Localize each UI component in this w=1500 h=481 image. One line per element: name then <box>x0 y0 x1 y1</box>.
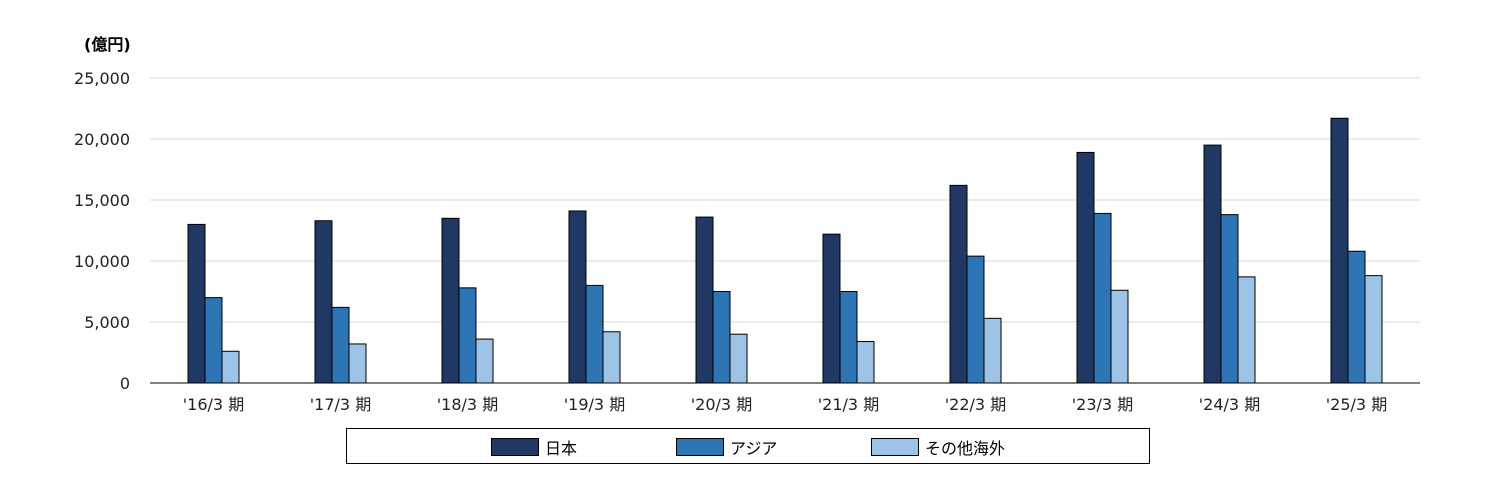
bar-other-overseas <box>1110 289 1129 384</box>
x-tick-label: '20/3 期 <box>691 395 752 414</box>
bar-japan <box>441 217 460 384</box>
y-tick-label: 20,000 <box>74 130 130 149</box>
bar-asia <box>966 255 985 384</box>
x-tick-label: '23/3 期 <box>1072 395 1133 414</box>
bar-other-overseas <box>1364 275 1383 384</box>
bar-other-overseas <box>1237 276 1256 384</box>
y-tick-label: 10,000 <box>74 252 130 271</box>
bars <box>187 117 1383 384</box>
bar-asia <box>839 291 858 384</box>
y-axis-ticks: 0 5,000 10,000 15,000 20,000 25,000 <box>74 69 130 393</box>
bar-asia <box>585 284 604 384</box>
bar-other-overseas <box>475 338 494 384</box>
x-tick-label: '21/3 期 <box>818 395 879 414</box>
bar-asia <box>1347 250 1366 384</box>
bar-other-overseas <box>856 341 875 384</box>
bar-other-overseas <box>729 333 748 384</box>
legend-item-asia: アジア <box>676 438 778 458</box>
y-tick-label: 5,000 <box>84 313 130 332</box>
bar-asia <box>458 287 477 384</box>
bar-japan <box>187 223 206 384</box>
legend-swatch-japan <box>491 438 539 456</box>
x-tick-label: '25/3 期 <box>1326 395 1387 414</box>
x-tick-label: '19/3 期 <box>564 395 625 414</box>
bar-asia <box>204 297 223 384</box>
legend-swatch-asia <box>676 438 724 456</box>
bar-japan <box>949 184 968 384</box>
bar-asia <box>331 306 350 384</box>
legend-item-japan: 日本 <box>491 438 578 458</box>
bar-japan <box>1203 144 1222 384</box>
legend-label-japan: 日本 <box>545 439 578 458</box>
bar-japan <box>822 233 841 384</box>
bar-asia <box>1093 212 1112 384</box>
x-tick-label: '22/3 期 <box>945 395 1006 414</box>
bar-other-overseas <box>983 317 1002 384</box>
x-tick-label: '17/3 期 <box>310 395 371 414</box>
bar-japan <box>695 216 714 384</box>
y-tick-label: 15,000 <box>74 191 130 210</box>
legend: 日本 アジア その他海外 <box>346 428 1150 464</box>
bar-asia <box>1220 214 1239 384</box>
legend-item-other-overseas: その他海外 <box>871 438 1006 458</box>
bar-japan <box>1330 117 1349 384</box>
bar-japan <box>568 210 587 384</box>
bar-other-overseas <box>221 350 240 384</box>
bar-asia <box>712 291 731 384</box>
x-tick-label: '16/3 期 <box>183 395 244 414</box>
legend-label-asia: アジア <box>730 439 778 458</box>
legend-label-other-overseas: その他海外 <box>925 439 1006 458</box>
x-tick-label: '18/3 期 <box>437 395 498 414</box>
bar-japan <box>314 220 333 384</box>
x-tick-label: '24/3 期 <box>1199 395 1260 414</box>
y-tick-label: 25,000 <box>74 69 130 88</box>
x-axis-ticks: '16/3 期 '17/3 期 '18/3 期 '19/3 期 '20/3 期 '21/3… <box>183 395 1387 414</box>
bar-other-overseas <box>348 343 367 384</box>
bar-japan <box>1076 151 1095 384</box>
bar-other-overseas <box>602 331 621 384</box>
y-tick-label: 0 <box>120 374 130 393</box>
legend-swatch-other-overseas <box>871 438 919 456</box>
y-axis-unit-label: (億円) <box>84 35 131 54</box>
